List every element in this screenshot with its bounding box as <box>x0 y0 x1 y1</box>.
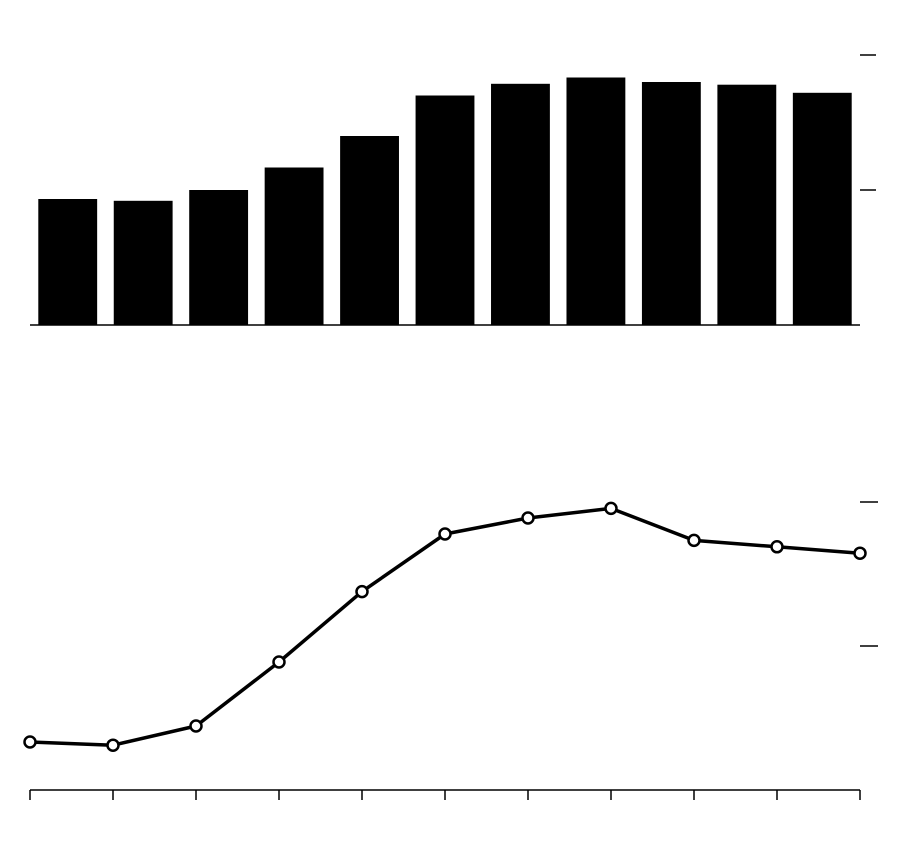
bar <box>340 136 399 325</box>
bar <box>642 82 701 325</box>
line-marker <box>772 541 783 552</box>
line-series <box>30 508 860 745</box>
bar <box>793 93 852 325</box>
line-marker <box>274 657 285 668</box>
line-marker <box>689 535 700 546</box>
line-chart <box>25 502 879 800</box>
bar <box>717 85 776 325</box>
bar <box>491 84 550 325</box>
line-marker <box>855 548 866 559</box>
bar <box>189 190 248 325</box>
bar-chart <box>30 55 876 325</box>
chart-canvas <box>0 0 900 860</box>
bar <box>265 168 324 326</box>
line-marker <box>191 721 202 732</box>
line-marker <box>606 503 617 514</box>
line-marker <box>25 737 36 748</box>
bar <box>38 199 97 325</box>
bar <box>566 78 625 326</box>
line-marker <box>357 586 368 597</box>
line-marker <box>108 740 119 751</box>
line-marker <box>523 513 534 524</box>
bar <box>114 201 173 325</box>
bar <box>416 96 475 326</box>
line-marker <box>440 529 451 540</box>
